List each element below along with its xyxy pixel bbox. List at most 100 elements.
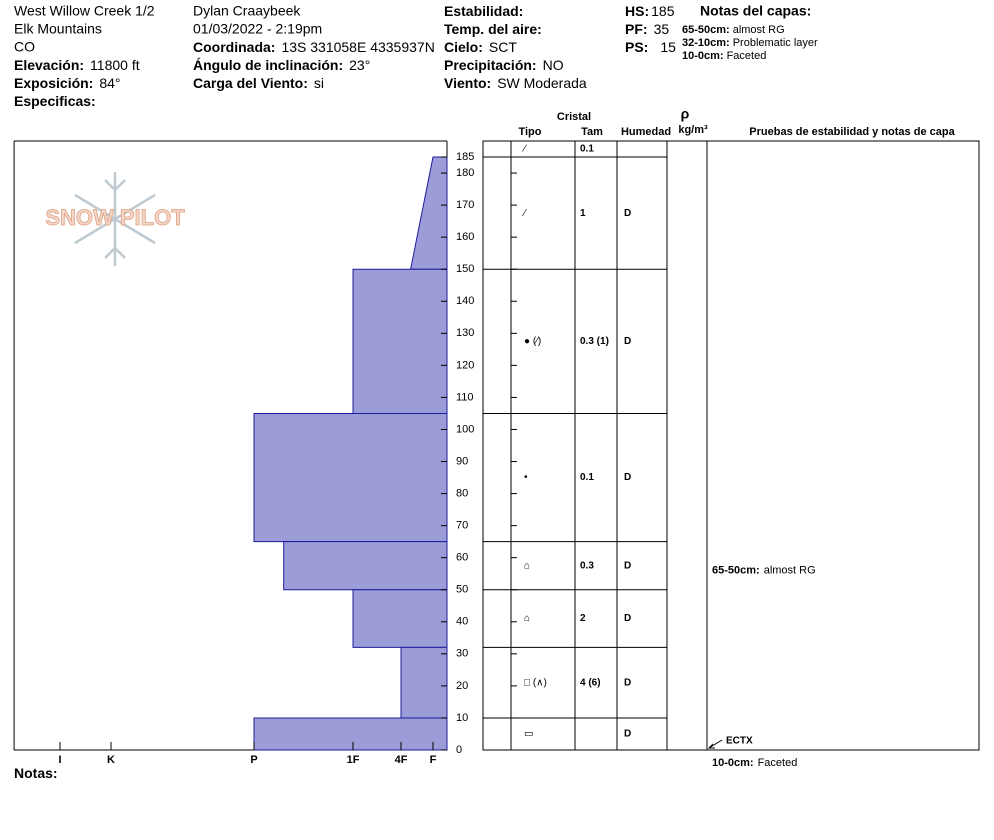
crystal-size: 0.3 (1): [580, 336, 609, 347]
y-tick-label: 110: [456, 391, 474, 403]
bottom-comment: 10-0cm: Faceted: [712, 757, 797, 769]
elevation-label: Elevación:: [14, 57, 84, 73]
y-tick-label: 160: [456, 231, 474, 243]
tests-header: Pruebas de estabilidad y notas de capa: [749, 126, 955, 138]
y-tick-label: 185: [456, 151, 474, 163]
y-tick-label: 150: [456, 263, 474, 275]
y-tick-label: 180: [456, 167, 474, 179]
layer-notes-title: Notas del capas:: [700, 3, 811, 19]
y-tick-label: 60: [456, 552, 468, 564]
y-tick-label: 170: [456, 199, 474, 211]
site: West Willow Creek 1/2: [14, 3, 155, 19]
moisture: D: [624, 472, 631, 483]
hardness-layer: [352, 589, 448, 648]
wind-value: SW Moderada: [497, 75, 587, 91]
wind-load-value: si: [314, 75, 324, 91]
range: Elk Mountains: [14, 21, 102, 37]
y-tick-label: 30: [456, 648, 468, 660]
x-tick-label: F: [430, 754, 437, 766]
stability: Estabilidad:: [444, 3, 523, 19]
crystal-size: 4 (6): [580, 677, 601, 688]
slope: Ángulo de inclinación: 23°: [193, 57, 370, 73]
x-tick-label: 4F: [395, 754, 408, 766]
state: CO: [14, 39, 35, 55]
crystal-type: ⌂: [524, 560, 530, 571]
ps: PS: 15: [625, 39, 676, 55]
layer-note-value: Faceted: [727, 50, 767, 62]
crystal-type: ⌂: [524, 613, 530, 624]
elevation: Elevación: 11800 ft: [14, 57, 140, 73]
test-arrow-head: [707, 743, 715, 749]
crystal-type: □ (∧): [524, 677, 547, 688]
layer-note: 32-10cm: Problematic layer: [682, 37, 818, 49]
y-tick-label: 10: [456, 712, 468, 724]
logo: [74, 172, 156, 266]
wind-load: Carga del Viento: si: [193, 75, 324, 91]
test-arrow: [708, 739, 723, 749]
layer-note-label: 32-10cm:: [682, 37, 730, 49]
layer-note-label: 65-50cm:: [682, 24, 730, 36]
slope-value: 23°: [349, 57, 370, 73]
layer-comment-value: almost RG: [764, 565, 816, 577]
air-temp-label: Temp. del aire:: [444, 21, 542, 37]
column-header: Humedad: [621, 126, 671, 138]
stability-label: Estabilidad:: [444, 3, 523, 19]
layer-note-label: 10-0cm:: [682, 50, 724, 62]
ps-label: PS:: [625, 39, 648, 55]
y-tick-label: 140: [456, 295, 474, 307]
datetime: 01/03/2022 - 2:19pm: [193, 21, 322, 37]
slope-label: Ángulo de inclinación:: [193, 57, 343, 73]
sky: Cielo: SCT: [444, 39, 517, 55]
moisture: D: [624, 677, 631, 688]
crystal-size: 2: [580, 613, 586, 624]
crystal-size: 1: [580, 208, 586, 219]
pf-label: PF:: [625, 21, 648, 37]
x-tick-label: I: [58, 754, 61, 766]
sky-value: SCT: [489, 39, 517, 55]
crystal-type: ⁄: [521, 208, 527, 219]
bottom-comment-value: Faceted: [758, 757, 798, 769]
coordinate: Coordinada: 13S 331058E 4335937N: [193, 39, 435, 55]
hs-label: HS:: [625, 3, 649, 19]
y-tick-label: 0: [456, 744, 462, 756]
precipitation-label: Precipitación:: [444, 57, 537, 73]
crystal-type: ● (⁄): [524, 336, 541, 347]
notes-label: Notas:: [14, 765, 58, 781]
layer-comment: 65-50cm: almost RG: [712, 565, 816, 577]
specifics-label: Especificas:: [14, 93, 96, 109]
hs-value: 185: [651, 3, 675, 19]
logo-flake: [104, 246, 126, 259]
moisture: D: [624, 336, 631, 347]
layer-note-value: Problematic layer: [733, 37, 818, 49]
x-tick-label: K: [107, 754, 115, 766]
moisture: D: [624, 208, 631, 219]
crystal-size: 0.1: [580, 144, 594, 155]
wind: Viento: SW Moderada: [444, 75, 587, 91]
y-tick-label: 20: [456, 680, 468, 692]
crystal-type: ▭: [524, 729, 533, 740]
aspect-label: Exposición:: [14, 75, 93, 91]
hardness-layer: [409, 156, 448, 270]
specifics: Especificas:: [14, 93, 96, 109]
precipitation: Precipitación: NO: [444, 57, 564, 73]
moisture: D: [624, 729, 631, 740]
stability-test: ECTX: [726, 736, 753, 747]
table-frame: [482, 140, 980, 751]
column-header: Tam: [581, 126, 603, 138]
bottom-comment-label: 10-0cm:: [712, 757, 754, 769]
observer: Dylan Craaybeek: [193, 3, 301, 19]
crystal-size: 0.3: [580, 560, 594, 571]
pf-value: 35: [654, 21, 670, 37]
hardness-layer: [400, 646, 448, 719]
moisture: D: [624, 560, 631, 571]
hs: HS: 185: [625, 3, 675, 19]
logo-text: SNOW PILOT: [45, 205, 185, 230]
crystal-header: Cristal: [557, 111, 591, 123]
x-tick-label: 1F: [347, 754, 360, 766]
y-tick-label: 80: [456, 487, 468, 499]
y-tick-label: 70: [456, 520, 468, 532]
hardness-layer: [253, 717, 448, 751]
air-temp: Temp. del aire:: [444, 21, 542, 37]
layer-note: 10-0cm: Faceted: [682, 50, 766, 62]
